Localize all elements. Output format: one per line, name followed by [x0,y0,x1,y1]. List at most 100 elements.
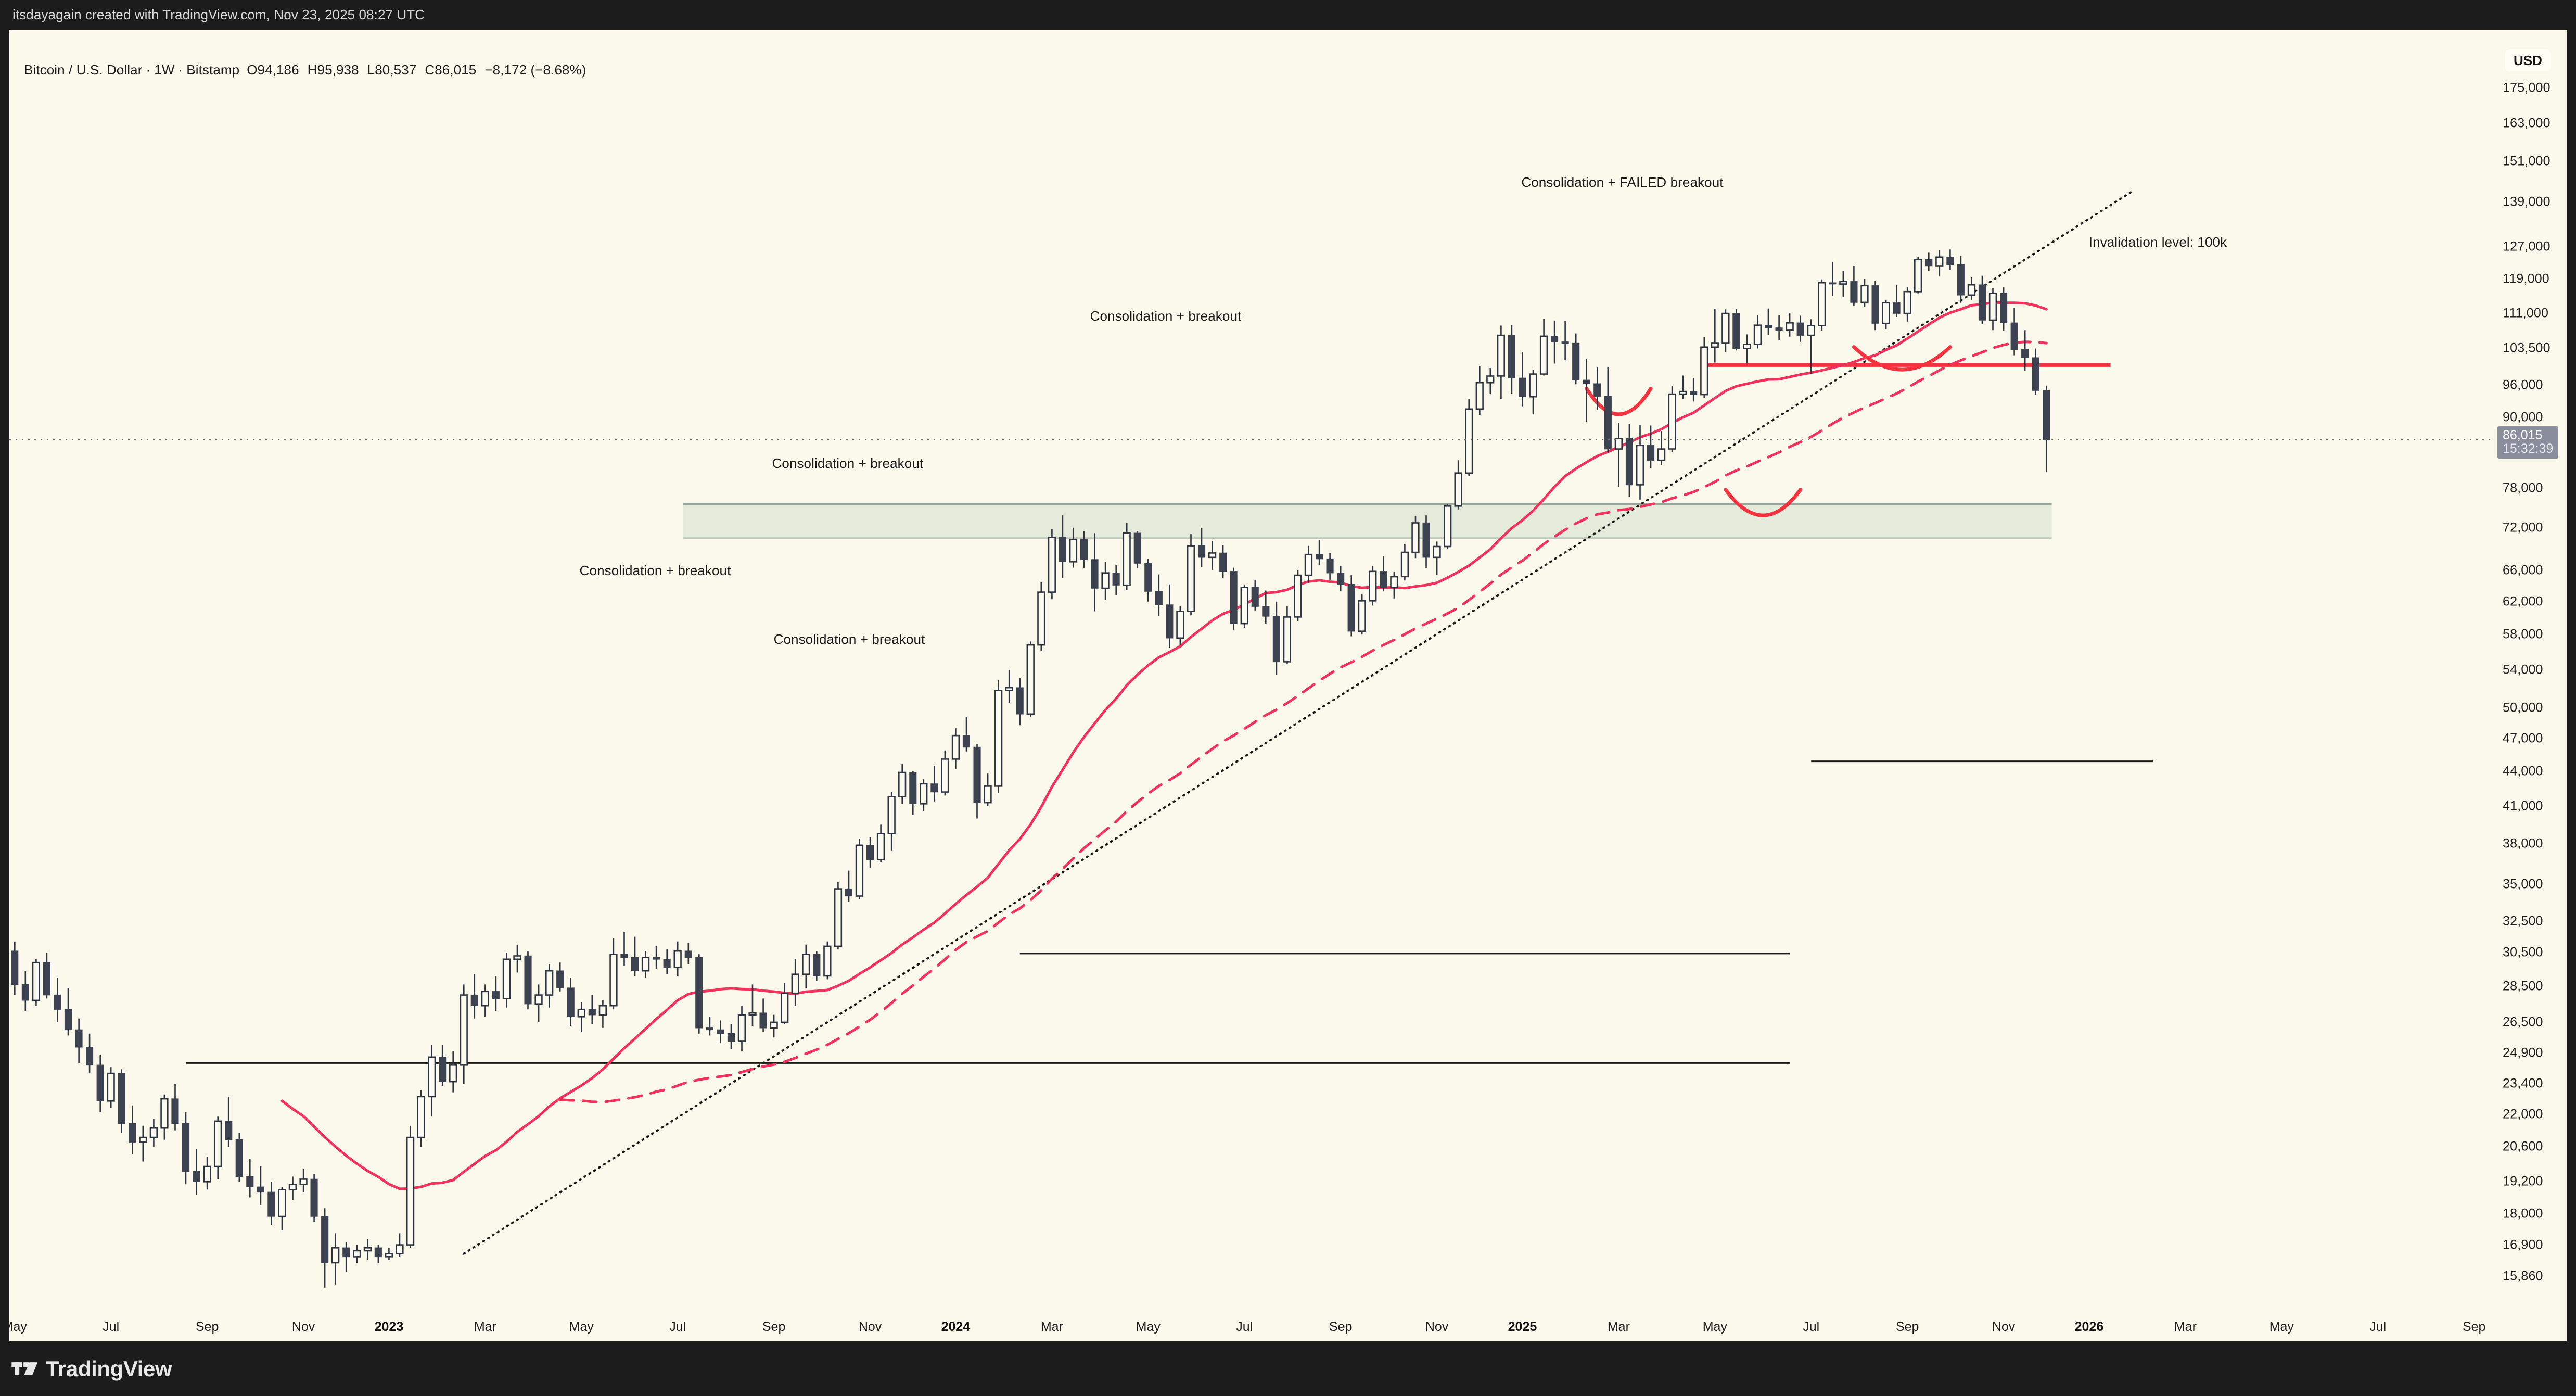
tradingview-wordmark: TradingView [46,1356,172,1381]
candle-bullish [1005,687,1013,691]
candle-bearish [973,746,981,803]
candle-bullish [1358,600,1366,632]
price-tick: 111,000 [2503,306,2549,321]
legend-interval[interactable]: 1W [154,62,175,78]
candle-bullish [1753,324,1762,345]
candle-bullish [781,992,789,1023]
candle-bearish [1091,559,1099,589]
consolidation-label-0[interactable]: Consolidation + breakout [773,631,925,648]
legend-close: C86,015 [425,62,477,78]
candle-bearish [1197,545,1206,558]
candle-bearish [1999,293,2008,323]
candle-bearish [470,994,478,1006]
candle-bearish [193,1171,200,1182]
candle-bullish [1294,574,1302,618]
candle-bullish [160,1098,169,1129]
candle-bullish [385,1253,393,1258]
chart-pane[interactable]: Bitcoin / U.S. Dollar · 1W · Bitstamp O94,186… [3,30,2567,1341]
time-tick: May [569,1319,594,1334]
candle-bullish [941,758,949,793]
candle-bullish [1037,591,1045,646]
consolidation-label-4[interactable]: Consolidation + FAILED breakout [1521,174,1724,190]
candle-bullish [288,1184,297,1190]
currency-badge[interactable]: USD [2505,49,2551,72]
candle-bearish [556,970,564,988]
legend-exchange[interactable]: Bitstamp [186,62,240,78]
tradingview-logo[interactable]: TradingView [11,1356,172,1381]
chart-canvas-clip [9,30,2567,1341]
candle-bearish [1690,391,1698,395]
candle-bullish [802,954,810,975]
candle-bearish [1647,445,1655,461]
candle-bullish [609,954,618,1007]
candle-series [11,249,2050,1288]
candle-bearish [1016,687,1024,715]
price-tick: 38,000 [2503,836,2543,851]
time-tick: Mar [1607,1319,1630,1334]
candle-bearish [321,1216,329,1263]
time-tick: Jul [669,1319,686,1334]
candle-bearish [2032,357,2039,391]
candle-bullish [1454,472,1462,507]
candle-bullish [1240,587,1248,625]
candle-bullish [898,771,907,797]
candle-bullish [481,991,489,1007]
invalidation-label[interactable]: Invalidation level: 100k [2088,234,2227,250]
candle-bearish [1550,336,1559,342]
bar-countdown: 15:32:39 [2503,441,2554,456]
candle-bearish [1957,264,1965,296]
candle-bearish [54,994,61,1010]
candle-bullish [1187,545,1195,612]
candle-bearish [225,1121,233,1140]
candle-bearish [257,1186,264,1193]
candle-bullish [1529,373,1537,398]
candle-bullish [513,955,521,960]
candle-bullish [1743,343,1751,349]
candle-bullish [1935,256,1944,267]
candle-bullish [1786,322,1794,331]
price-tick: 175,000 [2503,80,2551,95]
candle-bullish [834,888,843,947]
legend-separator-1: · [146,62,151,78]
time-scale[interactable]: May Jul Sep Nov 2023 Mar May Jul Sep Nov 2024 Mar Ma… [3,1309,2567,1341]
price-scale[interactable]: USD 175,000 163,000 151,000 139,000 127,000 1… [2490,30,2567,1341]
candle-bearish [1583,379,1590,384]
candle-bearish [684,950,692,958]
candle-bearish [620,954,628,958]
candle-bullish [1539,335,1548,375]
candle-bullish [1700,346,1708,396]
candle-bearish [567,987,575,1017]
time-tick: Jul [103,1319,120,1334]
price-tick: 72,000 [2503,520,2543,535]
legend-separator-2: · [178,62,183,78]
candle-bullish [823,945,832,977]
candle-bearish [118,1073,125,1124]
candle-bearish [1347,583,1355,632]
time-tick: Jul [1803,1319,1820,1334]
legend-ohlc: O94,186 H95,938 L80,537 C86,015 −8,172 (−8.6… [239,62,594,78]
candle-bullish [1711,342,1719,348]
candle-bullish [1657,448,1666,461]
consolidation-label-1[interactable]: Consolidation + breakout [579,562,731,578]
candle-bearish [631,957,639,971]
chart-legend: Bitcoin / U.S. Dollar · 1W · Bitstamp O94,186… [24,62,595,78]
price-tick: 96,000 [2503,377,2543,392]
candle-bearish [1572,342,1580,381]
candle-bearish [75,1029,83,1048]
candle-bearish [588,1009,596,1016]
consolidation-label-3[interactable]: Consolidation + breakout [1090,308,1242,324]
candle-bearish [492,991,500,999]
moving-average-slow [558,340,2048,1103]
candle-bearish [246,1176,254,1187]
legend-symbol[interactable]: Bitcoin / U.S. Dollar [24,62,143,78]
price-tick: 47,000 [2503,731,2543,746]
candle-bearish [64,1009,72,1031]
consolidation-label-2[interactable]: Consolidation + breakout [772,455,924,471]
candle-bearish [1893,302,1901,314]
price-tick: 32,500 [2503,913,2543,929]
candle-bullish [1679,390,1687,395]
candle-bullish [1860,285,1869,303]
time-tick: May [2269,1319,2294,1334]
candle-bearish [1133,532,1141,564]
candle-bearish [695,957,703,1029]
